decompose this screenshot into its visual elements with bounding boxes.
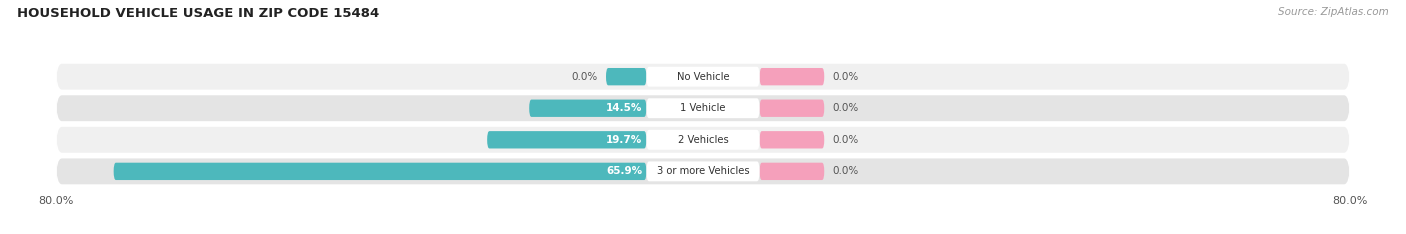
Text: 1 Vehicle: 1 Vehicle (681, 103, 725, 113)
FancyBboxPatch shape (759, 68, 824, 85)
Text: 0.0%: 0.0% (572, 72, 598, 82)
FancyBboxPatch shape (647, 98, 759, 118)
Text: 2 Vehicles: 2 Vehicles (678, 135, 728, 145)
Text: 14.5%: 14.5% (606, 103, 643, 113)
FancyBboxPatch shape (647, 67, 759, 87)
FancyBboxPatch shape (759, 163, 824, 180)
FancyBboxPatch shape (759, 99, 824, 117)
Text: Source: ZipAtlas.com: Source: ZipAtlas.com (1278, 7, 1389, 17)
FancyBboxPatch shape (56, 64, 1350, 90)
Text: 3 or more Vehicles: 3 or more Vehicles (657, 166, 749, 176)
Text: No Vehicle: No Vehicle (676, 72, 730, 82)
FancyBboxPatch shape (606, 68, 647, 85)
FancyBboxPatch shape (647, 130, 759, 150)
FancyBboxPatch shape (56, 127, 1350, 153)
FancyBboxPatch shape (56, 95, 1350, 121)
FancyBboxPatch shape (759, 131, 824, 149)
Text: 0.0%: 0.0% (832, 166, 859, 176)
Text: 0.0%: 0.0% (832, 135, 859, 145)
Text: 0.0%: 0.0% (832, 103, 859, 113)
Text: 0.0%: 0.0% (832, 72, 859, 82)
Text: 65.9%: 65.9% (606, 166, 643, 176)
FancyBboxPatch shape (486, 131, 647, 149)
Text: HOUSEHOLD VEHICLE USAGE IN ZIP CODE 15484: HOUSEHOLD VEHICLE USAGE IN ZIP CODE 1548… (17, 7, 380, 20)
FancyBboxPatch shape (647, 161, 759, 181)
FancyBboxPatch shape (56, 158, 1350, 184)
FancyBboxPatch shape (114, 163, 647, 180)
Text: 19.7%: 19.7% (606, 135, 643, 145)
FancyBboxPatch shape (529, 99, 647, 117)
